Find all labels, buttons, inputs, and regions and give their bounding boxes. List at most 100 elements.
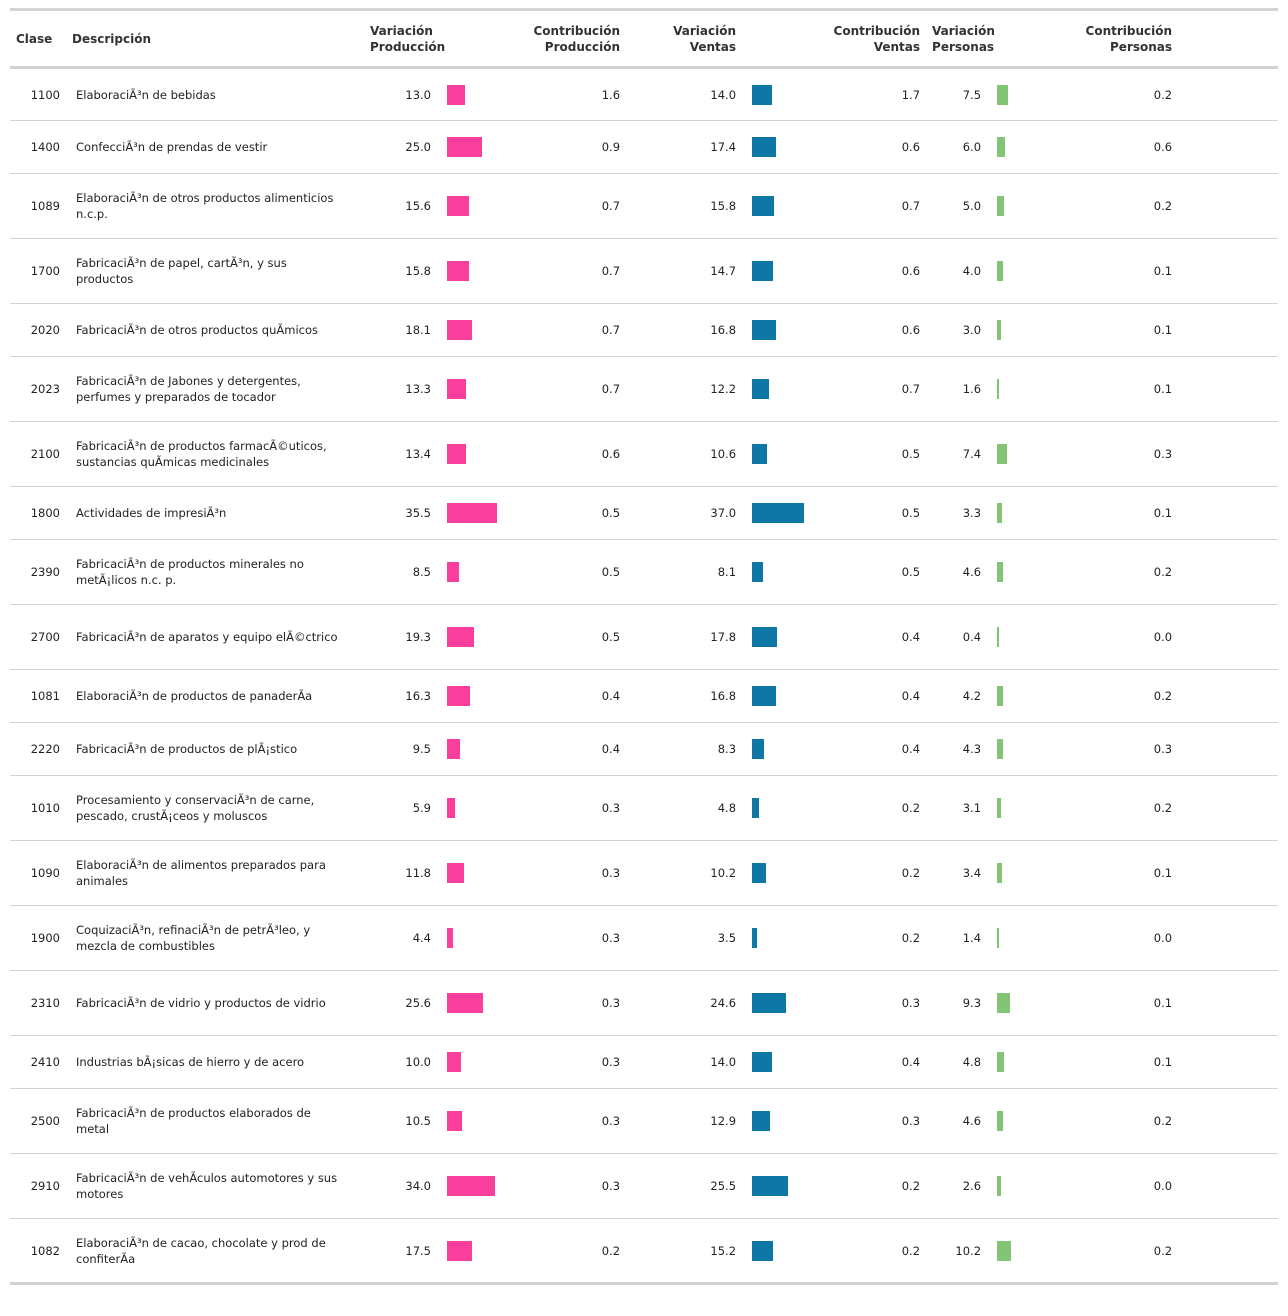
- variacion-personas-value: 3.4: [962, 866, 982, 880]
- contribucion-ventas-value: 0.2: [901, 931, 921, 945]
- table-row: 1081 ElaboraciÃ³n de productos de panader…: [10, 670, 1279, 723]
- contribucion-ventas-value: 0.4: [901, 742, 921, 756]
- variacion-ventas-value: 15.2: [710, 1243, 737, 1258]
- variacion-produccion-bar: [447, 863, 464, 883]
- contribucion-ventas-value: 0.5: [901, 447, 921, 461]
- table-row: 2023 FabricaciÃ³n de Jabones y detergente…: [10, 357, 1279, 422]
- variacion-produccion-bar: [447, 1111, 462, 1131]
- variacion-ventas-value: 3.5: [717, 931, 737, 945]
- variacion-produccion-value: 25.0: [405, 140, 431, 154]
- contribucion-personas-value: 0.1: [1153, 866, 1173, 880]
- clase-cell: 1090: [30, 866, 60, 880]
- contribucion-ventas-value: 0.7: [901, 199, 921, 213]
- descripcion-cell: ElaboraciÃ³n de productos de panaderÃa: [76, 689, 313, 703]
- contribucion-personas-value: 0.1: [1153, 382, 1173, 396]
- descripcion-cell: FabricaciÃ³n de productos de plÃ¡stico: [76, 742, 298, 756]
- variacion-ventas-bar: [752, 562, 764, 582]
- descripcion-cell: FabricaciÃ³n de vehÃculos automotores y …: [76, 1171, 338, 1201]
- variacion-produccion-bar: [447, 993, 483, 1013]
- variacion-produccion-bar-cell: [437, 540, 543, 605]
- variacion-produccion-bar: [447, 686, 470, 706]
- variacion-produccion-bar-cell: [437, 1219, 543, 1284]
- variacion-personas-bar: [997, 993, 1011, 1013]
- variacion-produccion-bar: [447, 1052, 461, 1072]
- variacion-produccion-bar: [447, 928, 453, 948]
- contribucion-ventas-value: 0.4: [901, 689, 921, 703]
- descripcion-cell: ElaboraciÃ³n de otros productos alimenti…: [76, 191, 334, 221]
- variacion-ventas-bar: [752, 1052, 773, 1072]
- variacion-personas-bar-cell: [987, 1154, 1111, 1219]
- contribucion-personas-value: 0.2: [1153, 689, 1173, 703]
- variacion-personas-bar-cell: [987, 121, 1111, 174]
- variacion-produccion-bar: [447, 84, 465, 105]
- table-row: 1800 Actividades de impresiÃ³n 35.5 0.5 37.0…: [10, 487, 1279, 540]
- contribucion-ventas-value: 0.4: [901, 1055, 921, 1069]
- variacion-personas-bar: [997, 503, 1003, 523]
- variacion-ventas-bar-cell: [742, 357, 808, 422]
- variacion-produccion-value: 4.4: [412, 931, 431, 945]
- variacion-personas-bar: [997, 627, 1000, 647]
- variacion-personas-bar-cell: [987, 1219, 1111, 1284]
- variacion-produccion-bar: [447, 1176, 495, 1196]
- clase-cell: 1900: [30, 931, 60, 945]
- variacion-ventas-bar-cell: [742, 841, 808, 906]
- variacion-produccion-bar: [447, 320, 472, 340]
- table-row: 1400 ConfecciÃ³n de prendas de vestir 25.0…: [10, 121, 1279, 174]
- descripcion-cell: Procesamiento y conservaciÃ³n de carne, …: [76, 793, 315, 823]
- variacion-ventas-value: 10.6: [710, 447, 737, 461]
- variacion-produccion-value: 16.3: [405, 689, 431, 703]
- variacion-produccion-value: 10.5: [405, 1114, 431, 1128]
- contribucion-produccion-value: 1.6: [601, 87, 621, 102]
- clase-cell: 2310: [30, 996, 60, 1010]
- variacion-produccion-bar: [447, 562, 459, 582]
- contribucion-personas-value: 0.6: [1153, 140, 1173, 154]
- variacion-personas-bar-cell: [987, 971, 1111, 1036]
- header-variacion-produccion: Variación Producción: [370, 23, 446, 54]
- variacion-personas-value: 6.0: [962, 140, 982, 154]
- variacion-produccion-bar-cell: [437, 174, 543, 239]
- variacion-ventas-value: 15.8: [710, 199, 737, 213]
- descripcion-cell: CoquizaciÃ³n, refinaciÃ³n de petrÃ³leo, …: [76, 923, 311, 953]
- variacion-personas-value: 3.3: [962, 506, 982, 520]
- variacion-produccion-value: 34.0: [405, 1179, 431, 1193]
- variacion-produccion-bar: [447, 739, 460, 759]
- variacion-personas-value: 7.4: [962, 447, 982, 461]
- variacion-ventas-bar: [752, 928, 758, 948]
- variacion-personas-bar-cell: [987, 1036, 1111, 1089]
- variacion-personas-bar-cell: [987, 605, 1111, 670]
- variacion-produccion-bar: [447, 1240, 472, 1261]
- contribucion-personas-value: 0.2: [1153, 565, 1173, 579]
- contribucion-personas-value: 0.2: [1153, 199, 1173, 213]
- header-clase: Clase: [16, 31, 53, 46]
- variacion-personas-bar: [997, 137, 1006, 157]
- variacion-ventas-value: 16.8: [710, 689, 737, 703]
- contribucion-ventas-value: 0.3: [901, 996, 921, 1010]
- variacion-produccion-bar: [447, 444, 466, 464]
- variacion-ventas-value: 14.0: [710, 87, 737, 102]
- variacion-ventas-bar: [752, 627, 778, 647]
- variacion-ventas-bar-cell: [742, 1089, 808, 1154]
- table-row: 1700 FabricaciÃ³n de papel, cartÃ³n, y su…: [10, 239, 1279, 304]
- header-row: Clase Descripción Variación Producción Co…: [10, 9, 1279, 68]
- clase-cell: 2410: [30, 1055, 60, 1069]
- clase-cell: 1400: [30, 140, 60, 154]
- table-row: 2410 Industrias bÃ¡sicas de hierro y de a…: [10, 1036, 1279, 1089]
- contribucion-ventas-value: 0.2: [901, 1179, 921, 1193]
- variacion-produccion-bar-cell: [437, 304, 543, 357]
- variacion-personas-value: 10.2: [955, 1243, 982, 1258]
- variacion-ventas-bar-cell: [742, 239, 808, 304]
- header-contribucion-produccion: Contribución Producción: [533, 23, 621, 54]
- contribucion-produccion-value: 0.9: [601, 140, 621, 154]
- contribucion-personas-value: 0.3: [1153, 447, 1173, 461]
- table-row: 2910 FabricaciÃ³n de vehÃculos automotore…: [10, 1154, 1279, 1219]
- variacion-ventas-bar-cell: [742, 1036, 808, 1089]
- variacion-ventas-bar-cell: [742, 422, 808, 487]
- variacion-personas-bar-cell: [987, 487, 1111, 540]
- variacion-produccion-bar-cell: [437, 971, 543, 1036]
- clase-cell: 1089: [30, 199, 60, 213]
- descripcion-cell: FabricaciÃ³n de vidrio y productos de vi…: [76, 996, 326, 1010]
- table-row: 2310 FabricaciÃ³n de vidrio y productos d…: [10, 971, 1279, 1036]
- clase-cell: 2100: [30, 447, 60, 461]
- contribucion-produccion-value: 0.3: [601, 1114, 621, 1128]
- variacion-ventas-bar-cell: [742, 723, 808, 776]
